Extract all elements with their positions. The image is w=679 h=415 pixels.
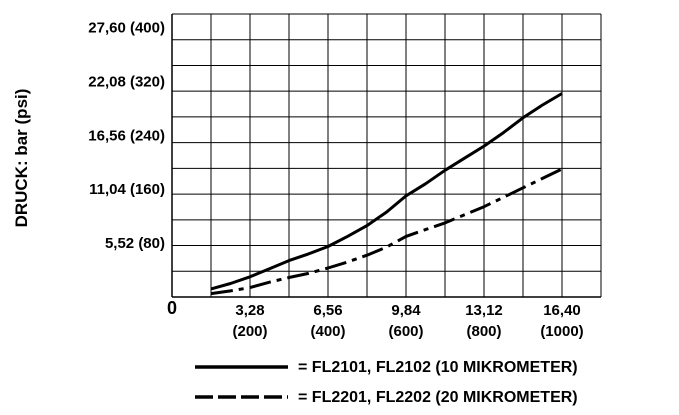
y-tick-label: 16,56 (240) [88, 127, 165, 144]
y-tick-label: 11,04 (160) [89, 181, 165, 198]
y-tick-label: 27,60 (400) [88, 19, 165, 36]
x-tick-label: 9,84 [391, 302, 421, 319]
series-lines [210, 92, 563, 296]
x-tick-sublabel: (600) [388, 323, 423, 340]
y-tick-labels: 5,52 (80) 11,04 (160) 16,56 (240) 22,08 (32… [88, 19, 165, 252]
axes [171, 14, 601, 298]
y-tick-label: 22,08 (320) [88, 73, 165, 90]
x-tick-label: 6,56 [313, 302, 342, 319]
origin-label: 0 [167, 298, 177, 318]
series-line-10-micrometer [210, 92, 563, 291]
y-tick-label: 5,52 (80) [105, 235, 165, 252]
x-tick-label: 16,40 [543, 302, 581, 319]
legend: = FL2101, FL2102 (10 MIKROMETER) = FL2201… [195, 359, 578, 406]
grid [172, 13, 602, 297]
x-tick-sublabel: (800) [466, 323, 501, 340]
legend-entry: = FL2101, FL2102 (10 MIKROMETER) [298, 359, 578, 376]
x-tick-labels: 3,28 (200) 6,56 (400) 9,84 (600) 13,12 (800) 16,… [232, 302, 583, 340]
series-line-20-micrometer [210, 167, 563, 296]
x-tick-sublabel: (1000) [540, 323, 583, 340]
legend-entry: = FL2201, FL2202 (20 MIKROMETER) [298, 389, 578, 406]
x-tick-sublabel: (400) [310, 323, 345, 340]
x-tick-label: 3,28 [235, 302, 264, 319]
y-axis-label: DRUCK: bar (psi) [12, 89, 31, 228]
x-tick-sublabel: (200) [232, 323, 267, 340]
x-tick-label: 13,12 [465, 302, 503, 319]
